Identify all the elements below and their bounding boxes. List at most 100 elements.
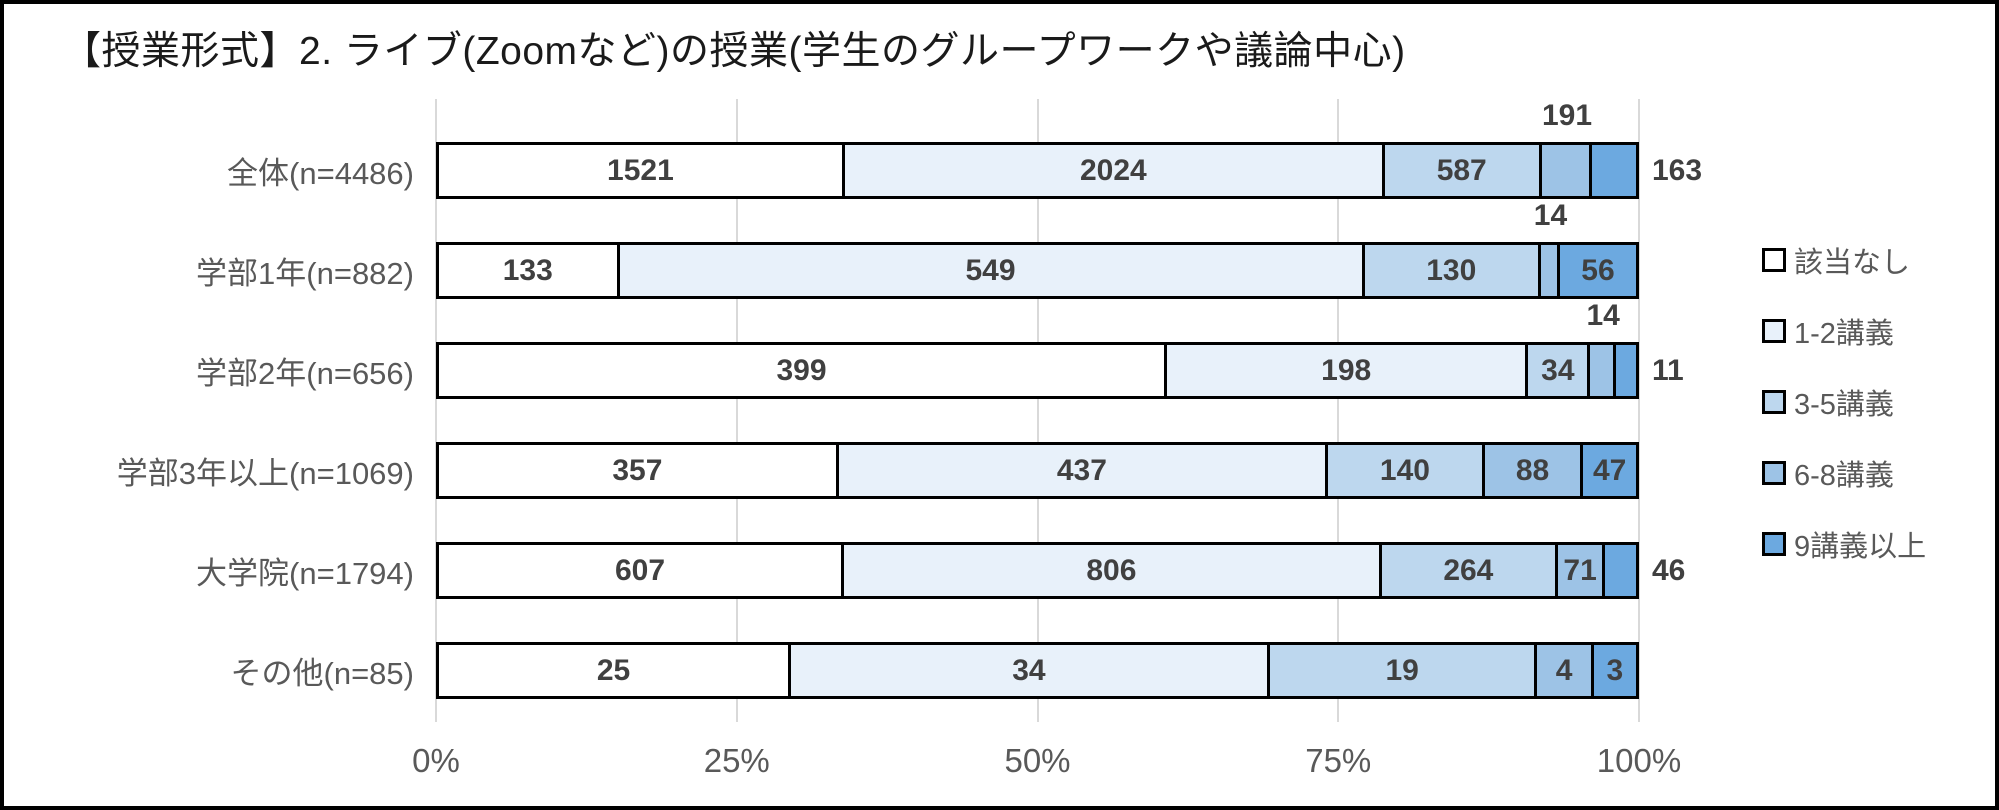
segment-value-label: 88 <box>1515 453 1550 487</box>
segment-value-label: 140 <box>1379 453 1430 487</box>
legend-label: 9講義以上 <box>1794 531 1927 563</box>
segment-value-label: 19 <box>1385 653 1419 687</box>
bar-segment: 71 <box>1557 545 1606 596</box>
segment-value-label: 607 <box>614 553 666 587</box>
plot-area: 1521 2024 587 191 163 133 549 130 14 56 399 198 34 14… <box>412 4 1702 806</box>
category-label: 学部1年(n=882) <box>196 256 414 291</box>
bar-row: 1521 2024 587 191 163 <box>436 99 1702 199</box>
legend-label: 3-5講義 <box>1794 389 1894 421</box>
category-label: その他(n=85) <box>230 656 414 691</box>
chart-title: 【授業形式】2. ライブ(Zoomなど)の授業(学生のグループワークや議論中心) <box>62 30 1406 73</box>
x-tick-label: 50% <box>1004 742 1071 779</box>
gridline <box>1337 99 1340 722</box>
bar-segment: 34 <box>1528 345 1591 396</box>
bar-segment: 2024 <box>844 145 1385 196</box>
legend-swatch <box>1762 461 1786 485</box>
bar-segment: 34 <box>791 645 1270 696</box>
legend-item: 1-2講義 <box>1762 317 1926 350</box>
legend: 該当なし 1-2講義 3-5講義 6-8講義 9講義以上 <box>1762 246 1926 601</box>
bar-segment: 1521 <box>439 145 845 196</box>
category-label: 学部2年(n=656) <box>196 356 414 391</box>
bar-segment: 806 <box>844 545 1382 596</box>
bar-segment: 3 <box>1593 645 1636 696</box>
legend-swatch <box>1762 248 1786 272</box>
legend-label: 該当なし <box>1794 247 1911 279</box>
bar-segment: 133 <box>439 245 620 296</box>
category-label: 学部3年以上(n=1069) <box>116 456 414 491</box>
segment-value-label: 4 <box>1555 653 1573 687</box>
bar-segment <box>1592 145 1636 196</box>
legend-label: 6-8講義 <box>1794 460 1894 492</box>
category-axis: 全体(n=4486) 学部1年(n=882) 学部2年(n=656) 学部3年以上(n… <box>4 4 424 806</box>
bar-segment: 88 <box>1484 445 1584 496</box>
segment-value-label: 357 <box>612 453 663 487</box>
bar-segment <box>1590 345 1616 396</box>
segment-value-label: 130 <box>1426 253 1477 287</box>
bar-segment: 4 <box>1537 645 1594 696</box>
outside-value-label: 11 <box>1652 353 1684 387</box>
bar-segment: 130 <box>1364 245 1541 296</box>
x-tick-label: 75% <box>1305 742 1372 779</box>
bar-segment: 264 <box>1381 545 1558 596</box>
bar-segment <box>1541 145 1593 196</box>
bar-segment <box>1540 245 1560 296</box>
gridline <box>735 99 738 722</box>
segment-value-label: 806 <box>1086 553 1137 587</box>
bar-segment: 25 <box>439 645 792 696</box>
bar-segment <box>1615 345 1636 396</box>
segment-value-label: 34 <box>1012 653 1046 687</box>
segment-value-label: 133 <box>502 253 553 287</box>
segment-value-label: 1521 <box>607 153 674 187</box>
category-label: 大学院(n=1794) <box>196 556 414 591</box>
legend-item: 該当なし <box>1762 246 1926 279</box>
legend-item: 3-5講義 <box>1762 388 1926 421</box>
bar-segment: 56 <box>1559 245 1636 296</box>
outside-value-label: 46 <box>1652 553 1686 587</box>
bar-segment: 549 <box>619 245 1365 296</box>
bar-row: 25 34 19 4 3 <box>436 642 1639 699</box>
outside-value-label: 163 <box>1652 153 1703 187</box>
bar-row: 399 198 34 14 11 <box>436 299 1684 399</box>
gridline <box>1638 99 1640 722</box>
bar-segment: 140 <box>1328 445 1485 496</box>
callout-value-label: 14 <box>1586 299 1620 332</box>
legend-swatch <box>1762 319 1786 343</box>
bar-row: 357 437 140 88 47 <box>436 442 1639 499</box>
legend-item: 6-8講義 <box>1762 459 1926 492</box>
legend-swatch <box>1762 532 1786 556</box>
x-tick-label: 25% <box>703 742 770 779</box>
bar-segment <box>1605 545 1636 596</box>
segment-value-label: 198 <box>1321 353 1372 387</box>
segment-value-label: 56 <box>1581 253 1615 287</box>
callout-value-label: 191 <box>1541 99 1593 132</box>
segment-value-label: 3 <box>1606 653 1624 687</box>
category-label: 全体(n=4486) <box>227 156 414 191</box>
legend-label: 1-2講義 <box>1794 318 1894 350</box>
x-tick-label: 0% <box>412 742 460 779</box>
bar-row: 133 549 130 14 56 <box>436 199 1639 299</box>
bar-row: 607 806 264 71 46 <box>436 542 1685 599</box>
segment-value-label: 264 <box>1443 553 1494 587</box>
callout-value-label: 14 <box>1533 199 1568 232</box>
bar-segment: 198 <box>1167 345 1529 396</box>
bar-segment: 19 <box>1269 645 1538 696</box>
bar-segment: 357 <box>439 445 839 496</box>
bar-segment: 399 <box>439 345 1168 396</box>
segment-value-label: 2024 <box>1080 153 1147 187</box>
segment-value-label: 25 <box>596 653 631 687</box>
segment-value-label: 71 <box>1563 553 1597 587</box>
gridline <box>1036 99 1039 722</box>
segment-value-label: 437 <box>1056 453 1107 487</box>
bar-segment: 607 <box>439 545 844 596</box>
gridline <box>435 99 437 722</box>
legend-item: 9講義以上 <box>1762 530 1926 563</box>
bar-segment: 47 <box>1583 445 1636 496</box>
legend-swatch <box>1762 390 1786 414</box>
segment-value-label: 587 <box>1436 153 1487 187</box>
segment-value-label: 47 <box>1592 453 1627 487</box>
segment-value-label: 549 <box>965 253 1016 287</box>
bar-segment: 437 <box>838 445 1329 496</box>
bar-segment: 587 <box>1384 145 1542 196</box>
segment-value-label: 399 <box>776 353 827 387</box>
